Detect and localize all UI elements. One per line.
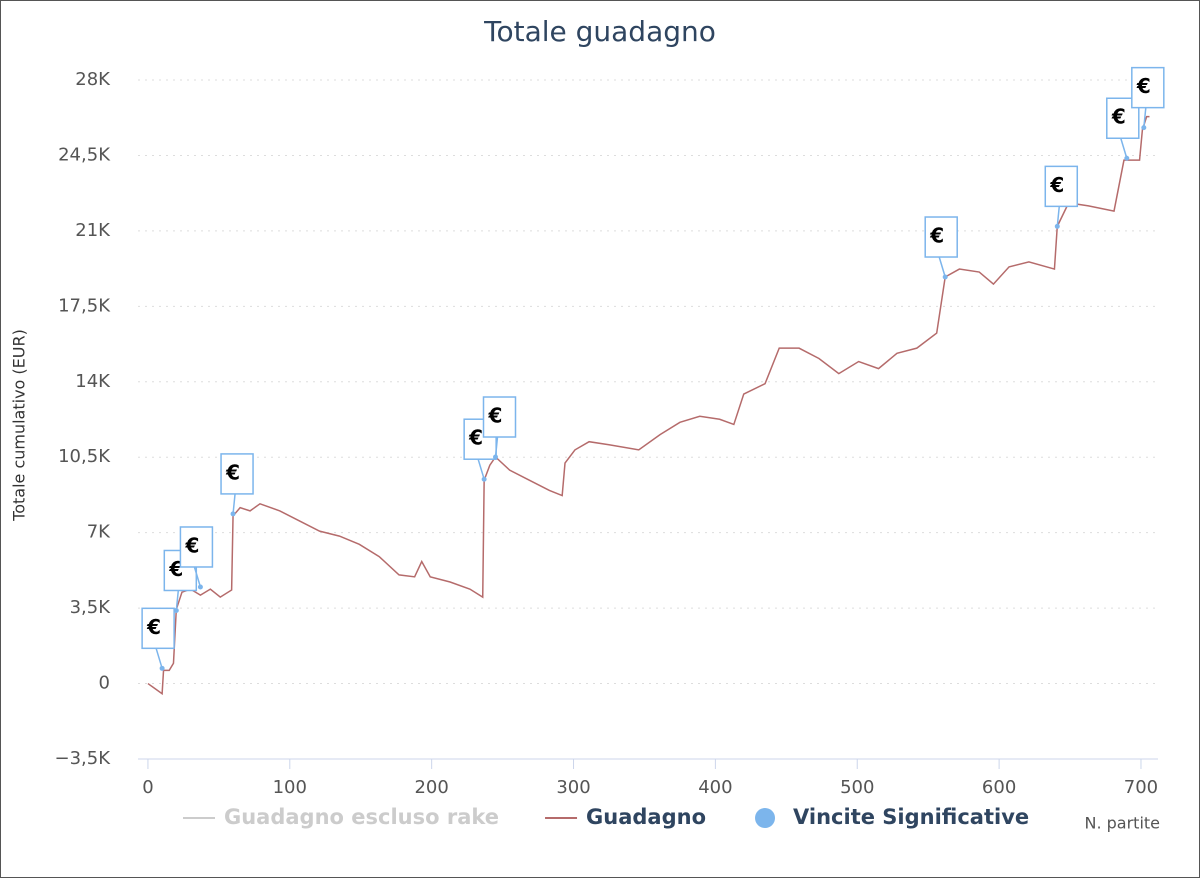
chart-title: Totale guadagno <box>483 15 716 48</box>
flag: € <box>1044 165 1079 229</box>
y-tick-label: 0 <box>99 673 110 694</box>
x-axis-title: N. partite <box>1084 814 1160 833</box>
y-tick-label: 7K <box>87 522 111 543</box>
flag: € <box>220 453 254 517</box>
flag-connector <box>232 493 236 514</box>
flag-label: € <box>929 224 944 248</box>
x-tick-label: 600 <box>982 777 1016 798</box>
y-tick-label: 3,5K <box>70 597 112 618</box>
flag-point <box>173 607 179 613</box>
x-tick-label: 0 <box>142 777 153 798</box>
flag-box <box>179 526 214 568</box>
line <box>147 115 1150 696</box>
flag-box <box>482 396 517 438</box>
flag-connector <box>477 458 485 480</box>
y-tick-label: 24,5K <box>58 144 111 165</box>
flag-point <box>492 454 498 460</box>
legend-label: Guadagno <box>586 805 706 829</box>
x-tick-label: 400 <box>698 777 732 798</box>
legend-item[interactable]: Vincite Significative <box>755 805 1029 829</box>
flag-point <box>1124 155 1130 161</box>
y-tick-label: 14K <box>75 371 111 392</box>
flag-box <box>924 216 958 258</box>
legend-item[interactable]: Guadagno <box>545 805 706 829</box>
flag-point <box>1141 125 1147 131</box>
flag-point <box>1054 223 1060 229</box>
flag-point <box>159 665 165 671</box>
flag-connector <box>193 566 202 588</box>
y-tick-label: 10,5K <box>58 446 111 467</box>
flag-box <box>1131 66 1165 109</box>
flag: € <box>1131 66 1165 131</box>
y-tick-label: 17,5K <box>58 295 111 316</box>
flag-connector <box>155 648 163 669</box>
flag-point <box>481 476 487 482</box>
x-tick-label: 500 <box>840 777 874 798</box>
x-tick-label: 700 <box>1124 777 1158 798</box>
flag-point <box>197 584 203 590</box>
flag: € <box>141 607 175 671</box>
flag-connector <box>494 436 499 458</box>
flag-connector <box>938 256 946 278</box>
flag-label: € <box>1111 105 1126 129</box>
flag: € <box>463 418 497 482</box>
flag: € <box>1106 97 1140 161</box>
x-tick-label: 100 <box>273 777 307 798</box>
legend-item[interactable]: Guadagno escluso rake <box>183 805 499 829</box>
flag-label: € <box>1049 173 1064 197</box>
x-tick-label: 300 <box>556 777 590 798</box>
x-tick-label: 200 <box>414 777 448 798</box>
flag-box <box>1044 165 1079 208</box>
legend-symbol <box>755 808 776 828</box>
y-axis-title: Totale cumulativo (EUR) <box>10 329 29 522</box>
flag: € <box>482 396 517 460</box>
flag-connector <box>1056 206 1061 227</box>
flag-connector <box>1120 138 1128 159</box>
flag-label: € <box>184 533 199 557</box>
flag-label: € <box>168 557 183 581</box>
flag: € <box>179 526 214 590</box>
y-tick-label: −3,5K <box>54 748 111 769</box>
flag-point <box>230 511 236 517</box>
flag-label: € <box>225 460 240 484</box>
flag-label: € <box>488 404 503 428</box>
flag-connector <box>175 590 180 611</box>
y-tick-label: 21K <box>75 220 111 241</box>
legend-label: Guadagno escluso rake <box>224 805 499 829</box>
flag: € <box>924 216 958 280</box>
flag-label: € <box>146 615 161 639</box>
flag-point <box>942 274 948 280</box>
flag-box <box>220 453 254 495</box>
y-tick-label: 28K <box>75 69 111 90</box>
legend-label: Vincite Significative <box>793 805 1029 829</box>
flag-label: € <box>1136 74 1151 98</box>
flag-label: € <box>468 426 483 450</box>
flag-connector <box>1143 107 1147 128</box>
flag-box <box>141 607 175 650</box>
flag-box <box>1106 97 1140 139</box>
